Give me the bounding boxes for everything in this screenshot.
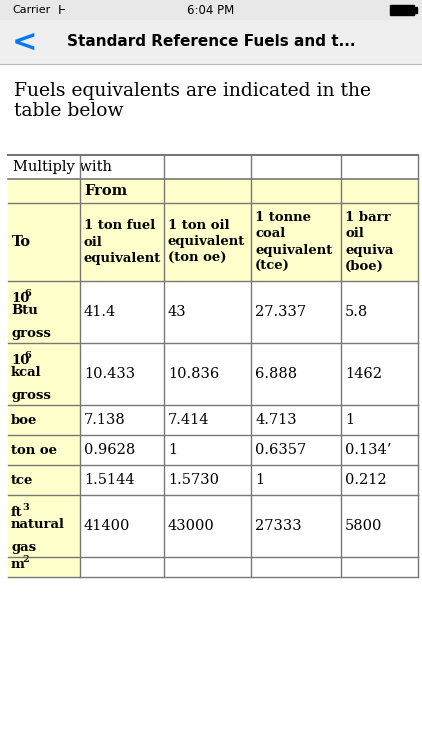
Text: 7.414: 7.414 bbox=[168, 413, 209, 427]
Bar bbox=[8, 557, 80, 577]
Text: 1: 1 bbox=[255, 473, 264, 487]
Bar bbox=[8, 155, 418, 742]
Bar bbox=[8, 465, 80, 495]
Text: 1 barr
oil
equiva
(boe): 1 barr oil equiva (boe) bbox=[345, 211, 393, 273]
Text: table below: table below bbox=[14, 102, 124, 120]
Text: 3: 3 bbox=[22, 503, 29, 512]
Bar bbox=[80, 343, 418, 405]
Text: 7.138: 7.138 bbox=[84, 413, 126, 427]
Text: 6: 6 bbox=[24, 289, 31, 298]
Text: 0.9628: 0.9628 bbox=[84, 443, 135, 457]
Text: 10: 10 bbox=[11, 292, 30, 305]
Text: 6: 6 bbox=[24, 351, 31, 360]
Text: 41.4: 41.4 bbox=[84, 305, 116, 319]
Text: 1: 1 bbox=[168, 443, 177, 457]
Text: 1462: 1462 bbox=[345, 367, 382, 381]
Text: boe: boe bbox=[11, 413, 38, 427]
Text: Standard Reference Fuels and t...: Standard Reference Fuels and t... bbox=[67, 34, 355, 50]
Text: 43: 43 bbox=[168, 305, 187, 319]
Bar bbox=[80, 405, 418, 435]
Text: tce: tce bbox=[11, 473, 33, 487]
Bar bbox=[80, 557, 418, 577]
Bar bbox=[0, 0, 422, 20]
Text: ft: ft bbox=[11, 506, 23, 519]
Text: 10.836: 10.836 bbox=[168, 367, 219, 381]
Bar bbox=[8, 179, 418, 203]
Text: 10: 10 bbox=[11, 354, 30, 367]
Text: 5800: 5800 bbox=[345, 519, 382, 533]
Text: 2: 2 bbox=[22, 554, 29, 563]
Text: Carrier: Carrier bbox=[12, 5, 50, 15]
Bar bbox=[8, 343, 80, 405]
Text: 27333: 27333 bbox=[255, 519, 302, 533]
Text: 43000: 43000 bbox=[168, 519, 215, 533]
Bar bbox=[8, 435, 80, 465]
Text: 1: 1 bbox=[345, 413, 354, 427]
Bar bbox=[0, 20, 422, 64]
Text: 1 ton fuel
oil
equivalent: 1 ton fuel oil equivalent bbox=[84, 219, 161, 265]
Text: ton oe: ton oe bbox=[11, 443, 57, 457]
Text: From: From bbox=[84, 184, 127, 198]
Bar bbox=[8, 155, 418, 742]
Bar bbox=[80, 465, 418, 495]
Bar bbox=[8, 155, 418, 179]
Bar bbox=[80, 281, 418, 343]
Text: Btu: Btu bbox=[11, 304, 38, 316]
Text: 10.433: 10.433 bbox=[84, 367, 135, 381]
Text: m: m bbox=[11, 557, 25, 571]
Text: 0.6357: 0.6357 bbox=[255, 443, 306, 457]
Bar bbox=[80, 435, 418, 465]
Text: 27.337: 27.337 bbox=[255, 305, 306, 319]
Bar bbox=[414, 7, 417, 13]
Text: gas: gas bbox=[11, 541, 36, 554]
Text: gross: gross bbox=[11, 388, 51, 402]
Bar bbox=[390, 5, 414, 15]
Bar bbox=[80, 495, 418, 557]
Text: Ⱶ: Ⱶ bbox=[58, 4, 66, 16]
Text: <: < bbox=[12, 28, 38, 56]
Text: 1.5144: 1.5144 bbox=[84, 473, 135, 487]
Text: kcal: kcal bbox=[11, 365, 42, 379]
Text: To: To bbox=[12, 235, 31, 249]
Text: 4.713: 4.713 bbox=[255, 413, 297, 427]
Text: 41400: 41400 bbox=[84, 519, 130, 533]
Text: gross: gross bbox=[11, 327, 51, 340]
Text: 5.8: 5.8 bbox=[345, 305, 368, 319]
Text: 6.888: 6.888 bbox=[255, 367, 297, 381]
Text: 1.5730: 1.5730 bbox=[168, 473, 219, 487]
Text: 6:04 PM: 6:04 PM bbox=[187, 4, 235, 16]
Text: 0.134’: 0.134’ bbox=[345, 443, 391, 457]
Text: natural: natural bbox=[11, 518, 65, 530]
Text: 0.212: 0.212 bbox=[345, 473, 387, 487]
Bar bbox=[8, 281, 80, 343]
Text: Multiply with: Multiply with bbox=[13, 160, 112, 174]
Bar bbox=[8, 495, 80, 557]
Text: 1 ton oil
equivalent
(ton oe): 1 ton oil equivalent (ton oe) bbox=[168, 219, 245, 265]
Text: Fuels equivalents are indicated in the: Fuels equivalents are indicated in the bbox=[14, 82, 371, 100]
Bar bbox=[8, 203, 418, 281]
Bar bbox=[8, 405, 80, 435]
Text: 1 tonne
coal
equivalent
(tce): 1 tonne coal equivalent (tce) bbox=[255, 211, 332, 273]
